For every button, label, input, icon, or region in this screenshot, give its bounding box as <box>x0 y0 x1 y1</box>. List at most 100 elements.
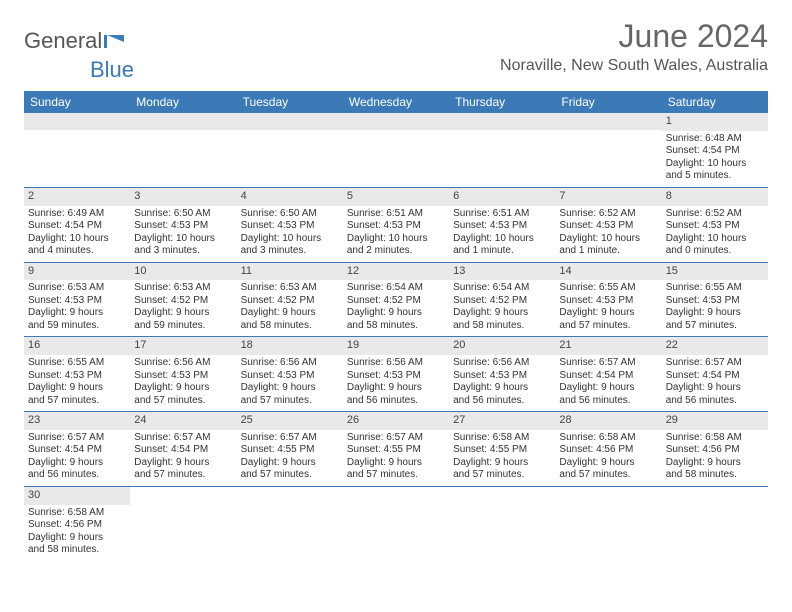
daylight-line: Daylight: 9 hours <box>453 382 551 395</box>
day-number <box>449 487 555 504</box>
day-number <box>237 113 343 130</box>
calendar-cell: 27Sunrise: 6:58 AMSunset: 4:55 PMDayligh… <box>449 412 555 486</box>
daylight-line: Daylight: 9 hours <box>28 382 126 395</box>
day-number <box>343 113 449 130</box>
sunset-line: Sunset: 4:53 PM <box>241 220 339 233</box>
calendar-cell <box>449 487 555 561</box>
daylight-line: and 57 minutes. <box>559 320 657 333</box>
calendar-cell: 10Sunrise: 6:53 AMSunset: 4:52 PMDayligh… <box>130 263 236 337</box>
daylight-line: and 1 minute. <box>559 245 657 258</box>
daylight-line: Daylight: 9 hours <box>347 307 445 320</box>
daylight-line: and 0 minutes. <box>666 245 764 258</box>
daylight-line: and 58 minutes. <box>347 320 445 333</box>
sunrise-line: Sunrise: 6:53 AM <box>28 282 126 295</box>
sunset-line: Sunset: 4:54 PM <box>28 220 126 233</box>
calendar-cell: 14Sunrise: 6:55 AMSunset: 4:53 PMDayligh… <box>555 263 661 337</box>
daylight-line: Daylight: 9 hours <box>666 307 764 320</box>
day-details: Sunrise: 6:53 AMSunset: 4:52 PMDaylight:… <box>130 280 236 336</box>
day-details: Sunrise: 6:57 AMSunset: 4:55 PMDaylight:… <box>237 430 343 486</box>
daylight-line: Daylight: 9 hours <box>347 382 445 395</box>
calendar-cell <box>662 487 768 561</box>
calendar-cell: 18Sunrise: 6:56 AMSunset: 4:53 PMDayligh… <box>237 337 343 411</box>
daylight-line: and 3 minutes. <box>241 245 339 258</box>
day-number: 20 <box>449 337 555 355</box>
calendar-cell: 15Sunrise: 6:55 AMSunset: 4:53 PMDayligh… <box>662 263 768 337</box>
day-number <box>555 487 661 504</box>
daylight-line: Daylight: 9 hours <box>241 382 339 395</box>
daylight-line: and 59 minutes. <box>28 320 126 333</box>
sunset-line: Sunset: 4:52 PM <box>453 295 551 308</box>
sunrise-line: Sunrise: 6:49 AM <box>28 208 126 221</box>
weekday-header: Sunday <box>24 91 130 113</box>
day-number: 14 <box>555 263 661 281</box>
sunrise-line: Sunrise: 6:50 AM <box>134 208 232 221</box>
day-details: Sunrise: 6:54 AMSunset: 4:52 PMDaylight:… <box>343 280 449 336</box>
day-details: Sunrise: 6:58 AMSunset: 4:56 PMDaylight:… <box>24 505 130 561</box>
calendar-cell <box>130 487 236 561</box>
day-number: 13 <box>449 263 555 281</box>
weekday-header: Monday <box>130 91 236 113</box>
calendar-cell: 20Sunrise: 6:56 AMSunset: 4:53 PMDayligh… <box>449 337 555 411</box>
calendar-cell <box>343 113 449 187</box>
sunset-line: Sunset: 4:56 PM <box>666 444 764 457</box>
daylight-line: Daylight: 9 hours <box>134 307 232 320</box>
day-details: Sunrise: 6:51 AMSunset: 4:53 PMDaylight:… <box>343 206 449 262</box>
sunset-line: Sunset: 4:53 PM <box>666 220 764 233</box>
calendar-cell <box>24 113 130 187</box>
sunrise-line: Sunrise: 6:57 AM <box>134 432 232 445</box>
day-number: 6 <box>449 188 555 206</box>
calendar-cell: 29Sunrise: 6:58 AMSunset: 4:56 PMDayligh… <box>662 412 768 486</box>
daylight-line: and 4 minutes. <box>28 245 126 258</box>
calendar-cell: 17Sunrise: 6:56 AMSunset: 4:53 PMDayligh… <box>130 337 236 411</box>
calendar: Sunday Monday Tuesday Wednesday Thursday… <box>24 91 768 561</box>
daylight-line: and 56 minutes. <box>666 395 764 408</box>
calendar-cell: 26Sunrise: 6:57 AMSunset: 4:55 PMDayligh… <box>343 412 449 486</box>
sunset-line: Sunset: 4:53 PM <box>347 220 445 233</box>
calendar-cell: 3Sunrise: 6:50 AMSunset: 4:53 PMDaylight… <box>130 188 236 262</box>
calendar-cell: 25Sunrise: 6:57 AMSunset: 4:55 PMDayligh… <box>237 412 343 486</box>
sunrise-line: Sunrise: 6:58 AM <box>28 507 126 520</box>
sunset-line: Sunset: 4:53 PM <box>666 295 764 308</box>
day-details: Sunrise: 6:57 AMSunset: 4:54 PMDaylight:… <box>555 355 661 411</box>
day-number: 16 <box>24 337 130 355</box>
calendar-cell <box>449 113 555 187</box>
day-details: Sunrise: 6:53 AMSunset: 4:53 PMDaylight:… <box>24 280 130 336</box>
day-number: 9 <box>24 263 130 281</box>
sunrise-line: Sunrise: 6:48 AM <box>666 133 764 146</box>
day-number <box>662 487 768 504</box>
sunrise-line: Sunrise: 6:52 AM <box>666 208 764 221</box>
sunset-line: Sunset: 4:53 PM <box>241 370 339 383</box>
calendar-row: 16Sunrise: 6:55 AMSunset: 4:53 PMDayligh… <box>24 337 768 412</box>
sunrise-line: Sunrise: 6:52 AM <box>559 208 657 221</box>
sunset-line: Sunset: 4:53 PM <box>134 220 232 233</box>
daylight-line: and 57 minutes. <box>28 395 126 408</box>
day-details: Sunrise: 6:54 AMSunset: 4:52 PMDaylight:… <box>449 280 555 336</box>
day-details: Sunrise: 6:57 AMSunset: 4:55 PMDaylight:… <box>343 430 449 486</box>
daylight-line: Daylight: 9 hours <box>347 457 445 470</box>
daylight-line: Daylight: 10 hours <box>347 233 445 246</box>
sunrise-line: Sunrise: 6:55 AM <box>28 357 126 370</box>
calendar-header-row: Sunday Monday Tuesday Wednesday Thursday… <box>24 91 768 113</box>
page-subtitle: Noraville, New South Wales, Australia <box>500 57 768 75</box>
daylight-line: and 57 minutes. <box>347 469 445 482</box>
sunrise-line: Sunrise: 6:58 AM <box>453 432 551 445</box>
calendar-cell: 8Sunrise: 6:52 AMSunset: 4:53 PMDaylight… <box>662 188 768 262</box>
sunset-line: Sunset: 4:55 PM <box>241 444 339 457</box>
calendar-cell <box>130 113 236 187</box>
sunset-line: Sunset: 4:53 PM <box>453 220 551 233</box>
day-details: Sunrise: 6:56 AMSunset: 4:53 PMDaylight:… <box>237 355 343 411</box>
calendar-cell: 28Sunrise: 6:58 AMSunset: 4:56 PMDayligh… <box>555 412 661 486</box>
sunrise-line: Sunrise: 6:56 AM <box>347 357 445 370</box>
day-number: 24 <box>130 412 236 430</box>
brand-word2: Blue <box>90 57 134 83</box>
day-number: 7 <box>555 188 661 206</box>
daylight-line: and 56 minutes. <box>453 395 551 408</box>
day-details: Sunrise: 6:58 AMSunset: 4:56 PMDaylight:… <box>662 430 768 486</box>
calendar-cell: 16Sunrise: 6:55 AMSunset: 4:53 PMDayligh… <box>24 337 130 411</box>
day-details: Sunrise: 6:55 AMSunset: 4:53 PMDaylight:… <box>24 355 130 411</box>
sunrise-line: Sunrise: 6:54 AM <box>453 282 551 295</box>
calendar-cell: 22Sunrise: 6:57 AMSunset: 4:54 PMDayligh… <box>662 337 768 411</box>
sunrise-line: Sunrise: 6:51 AM <box>347 208 445 221</box>
flag-icon <box>104 32 126 48</box>
calendar-row: 1Sunrise: 6:48 AMSunset: 4:54 PMDaylight… <box>24 113 768 188</box>
